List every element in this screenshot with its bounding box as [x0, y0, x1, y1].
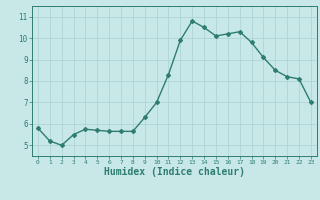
X-axis label: Humidex (Indice chaleur): Humidex (Indice chaleur)	[104, 167, 245, 177]
